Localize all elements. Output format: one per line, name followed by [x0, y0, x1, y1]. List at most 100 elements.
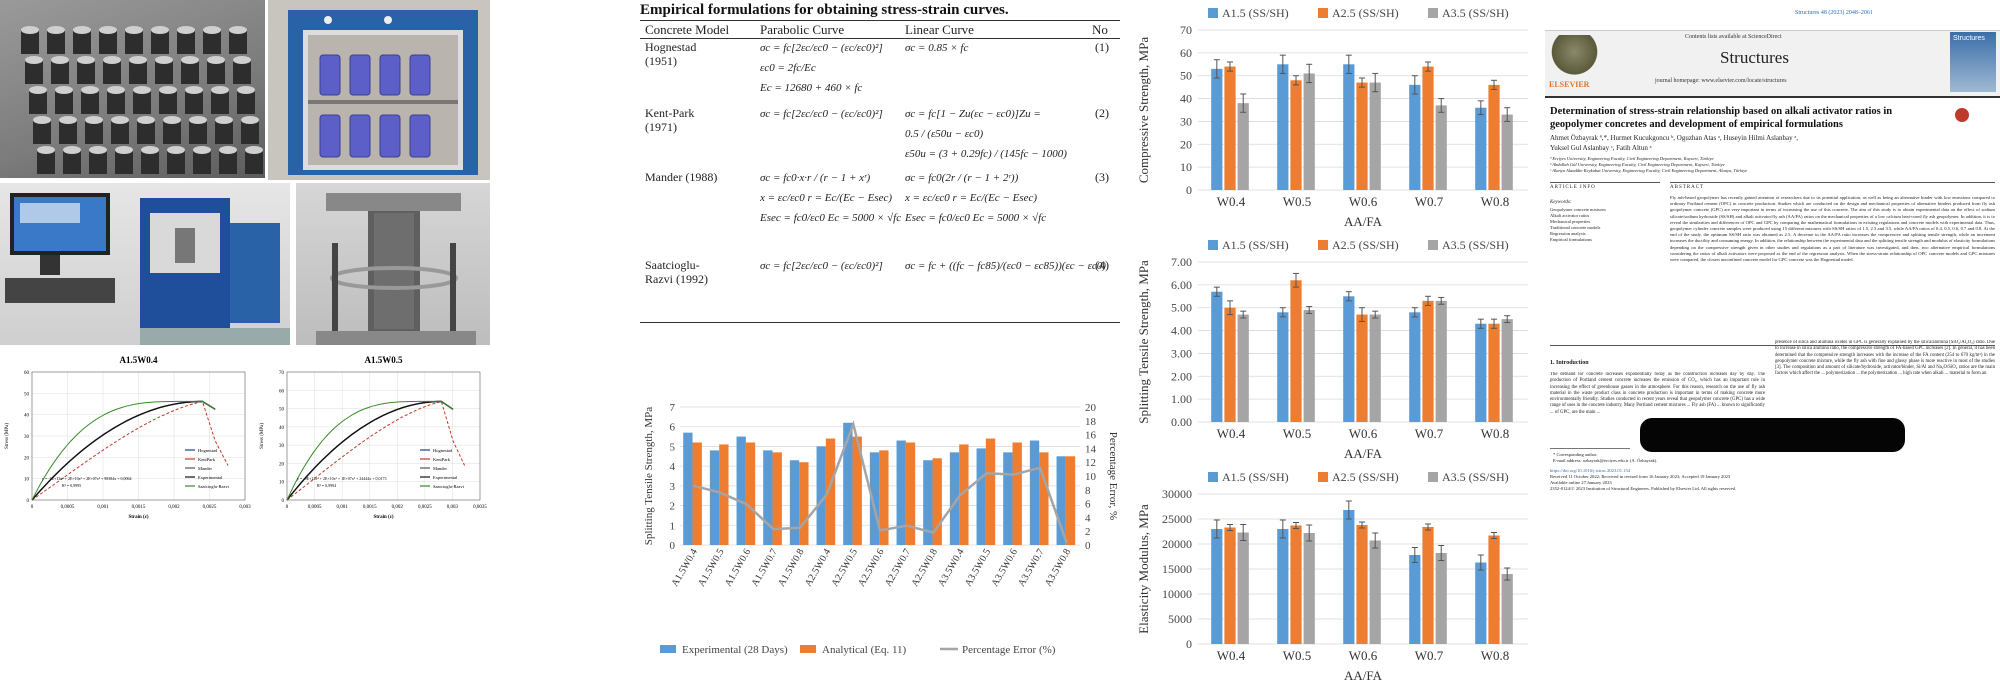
keyword-item: Alkali activator ratios: [1550, 213, 1590, 218]
specimen-body: [37, 150, 55, 174]
specimen-body: [77, 60, 95, 84]
specimen-top: [73, 26, 91, 34]
received-dates: Received 11 October 2022; Received in re…: [1550, 474, 1731, 479]
footnote-email: E-mail address: ozbayrak@erciyes.edu.tr …: [1553, 458, 1658, 463]
grouped-bar: [1501, 574, 1513, 644]
journal-name: Structures: [1720, 48, 1789, 67]
split-ylabel: Splitting Tensile Strength, MPa: [643, 407, 655, 545]
grouped-bar: [1369, 82, 1381, 190]
journal-reference: Structures 48 (2023) 2048–2061: [1795, 10, 1873, 16]
table-cell-parabolic: Esec = fc0/εc0 Ec = 5000 × √fc: [760, 212, 902, 224]
specimen-top: [163, 116, 181, 124]
grouped-legend-swatch: [1208, 472, 1218, 482]
grouped-bar: [1422, 66, 1434, 190]
specimen-top: [203, 26, 221, 34]
table-cell-linear: σc = 0.85 × fc: [905, 42, 969, 54]
grouped-legend-label: A2.5 (SS/SH): [1332, 238, 1399, 252]
grouped-xtick: W0.7: [1415, 648, 1444, 663]
specimen-top: [99, 26, 117, 34]
check-updates-icon[interactable]: [1955, 108, 1969, 122]
ss-xtick: 0,0005: [308, 505, 322, 510]
grouped-bar: [1224, 307, 1236, 422]
split-bar: [692, 442, 702, 545]
abstract-text: Fly ash-based geopolymer has recently ga…: [1670, 195, 1995, 263]
table-cell-parabolic: σc = fc[2εc/εc0 − (εc/εc0)²]: [760, 108, 883, 120]
table-cell-model: Mander (1988): [645, 170, 718, 184]
grouped-bar: [1343, 510, 1355, 644]
ss-ytick: 60: [24, 371, 30, 376]
table-cell-model: Hognestad (1951): [645, 40, 697, 68]
keywords-list: Geopolymer concrete mixtures Alkali activ…: [1550, 207, 1606, 243]
split-xtick: A1.5W0.4: [670, 547, 700, 589]
grouped-bar: [1356, 314, 1368, 422]
specimen-top: [47, 26, 65, 34]
specimen-top: [219, 146, 237, 154]
grouped-bar: [1290, 80, 1302, 190]
grouped-legend-swatch: [1208, 8, 1218, 18]
grouped-legend-swatch: [1428, 472, 1438, 482]
ss-equation: y = -1E+13x⁴ + 2E+10x³ + 2E+07x² + 98384…: [42, 476, 132, 482]
grouped-bar: [1303, 73, 1315, 190]
ss-legend-label: Mander: [433, 466, 447, 471]
journal-header-box: [1545, 30, 2000, 98]
split-bar: [923, 460, 933, 545]
grouped-bar: [1343, 64, 1355, 190]
split-y2tick: 8: [1085, 485, 1091, 497]
split-xtick: A3.5W0.4: [936, 547, 966, 589]
specimen-body: [189, 120, 207, 144]
grouped-legend-swatch: [1318, 8, 1328, 18]
table-cell-linear: 0.5 / (ε50u − εc0): [905, 128, 984, 140]
grouped-bar: [1488, 323, 1500, 422]
specimen-top: [237, 86, 255, 94]
ss-xtick: 0,002: [392, 505, 404, 510]
ss-ytick: 70: [279, 371, 285, 376]
table-header-parabolic: Parabolic Curve: [760, 22, 845, 37]
testing-machine-photo: [0, 183, 290, 345]
grouped-bar: [1488, 84, 1500, 190]
grouped-ytick: 40: [1180, 92, 1192, 106]
specimen-body: [133, 90, 151, 114]
elsevier-tree-logo: [1547, 35, 1602, 77]
ss-ytick: 40: [279, 426, 285, 431]
specimen-top: [189, 116, 207, 124]
article-info-rule: [1550, 182, 1660, 183]
specimen-top: [141, 146, 159, 154]
table-header-no: No: [1092, 22, 1108, 37]
grouped-xtick: W0.8: [1481, 648, 1510, 663]
split-xtick: A1.5W0.5: [696, 547, 726, 589]
specimen-top: [89, 146, 107, 154]
ss-ytick: 20: [279, 462, 285, 467]
table-cell-model: Saatcioglu-Razvi (1992): [645, 258, 708, 286]
doi-link[interactable]: https://doi.org/10.1016/j.istruc.2023.01…: [1550, 468, 1631, 473]
ss-legend-label: Mander: [198, 466, 212, 471]
table-header-linear: Linear Curve: [905, 22, 974, 37]
specimen-top: [33, 116, 51, 124]
split-tensile-error-chart: 0 1 2 3 4 5 6 7 0 2 4 6 8 10 12 14 16 18 20 Splitting Tensi…: [640, 395, 1120, 684]
grouped-bar: [1409, 555, 1421, 644]
split-ytick: 6: [670, 422, 676, 434]
split-ytick: 1: [670, 520, 676, 532]
specimen-body: [29, 90, 47, 114]
ss-xtick: 0,0025: [203, 505, 217, 510]
specimen-top: [155, 56, 173, 64]
ss-legend-label: Experimental: [433, 475, 458, 480]
grouped-legend-swatch: [1428, 8, 1438, 18]
ss-xlabel: Strain (ε): [128, 515, 148, 520]
table-cell-linear: σc = fc + ((fc − fc85)/(εc0 − εc85))(εc …: [905, 260, 1106, 272]
grouped-ytick: 25000: [1162, 512, 1192, 526]
split-y2tick: 10: [1085, 471, 1097, 483]
specimen-body: [55, 90, 73, 114]
ss-ytick: 40: [24, 414, 30, 419]
grouped-ytick: 6.00: [1171, 278, 1192, 292]
split-y2label: Percentage Error, %: [1107, 432, 1119, 520]
grouped-ytick: 60: [1180, 46, 1192, 60]
table-cell-linear: ε50u = (3 + 0.29fc) / (145fc − 1000): [905, 148, 1067, 160]
issn-copyright: 2352-0124/© 2023 Institution of Structur…: [1550, 486, 1737, 491]
grouped-legend-swatch: [1428, 240, 1438, 250]
table-cell-parabolic: x = εc/εc0 r = Ec/(Ec − Esec): [760, 192, 893, 204]
grouped-bar: [1290, 280, 1302, 422]
ss-xtick: 0,001: [337, 505, 349, 510]
grouped-legend-swatch: [1208, 240, 1218, 250]
specimen-body: [185, 90, 203, 114]
grouped-ytick: 70: [1180, 23, 1192, 37]
